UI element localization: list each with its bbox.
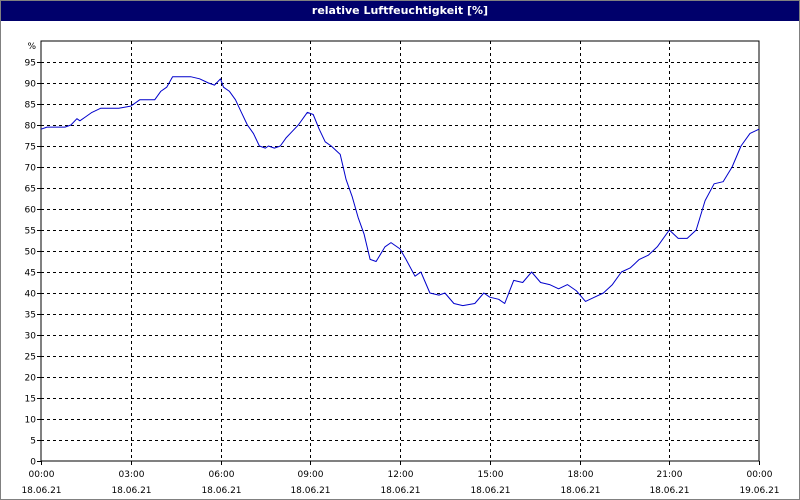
x-tick-label-time: 15:00 (478, 470, 504, 480)
x-tick-label-time: 00:00 (29, 470, 55, 480)
x-tick-label-date: 19.06.21 (739, 486, 779, 496)
grid-lines (41, 41, 759, 461)
x-tick-label-time: 18:00 (568, 470, 594, 480)
x-tick-label-date: 18.06.21 (560, 486, 600, 496)
y-tick-label: 75 (25, 143, 36, 153)
y-tick-label: 60 (25, 206, 37, 216)
x-tick-label-date: 18.06.21 (290, 486, 330, 496)
x-tick-label-time: 09:00 (298, 470, 324, 480)
x-tick-label-date: 18.06.21 (649, 486, 689, 496)
x-tick-label-time: 06:00 (209, 470, 235, 480)
y-tick-label: 45 (25, 269, 36, 279)
y-tick-label: 90 (25, 80, 37, 90)
y-tick-label: 65 (25, 185, 36, 195)
axis-labels: 0 5 10 15 20 25 30 35 40 45 50 55 60 65 70 75 80 85 90 95% 0… (21, 42, 779, 496)
x-tick-label-time: 03:00 (119, 470, 145, 480)
y-tick-label: 80 (25, 122, 37, 132)
y-tick-label: 95 (25, 59, 36, 69)
y-tick-label: 85 (25, 101, 36, 111)
x-tick-label-date: 18.06.21 (470, 486, 510, 496)
y-tick-label: 55 (25, 227, 36, 237)
x-tick-label-time: 12:00 (388, 470, 414, 480)
x-tick-label-date: 18.06.21 (201, 486, 241, 496)
chart-title: relative Luftfeuchtigkeit [%] (1, 1, 799, 21)
y-tick-label: 50 (25, 248, 37, 258)
y-tick-label: 5 (30, 437, 36, 447)
y-tick-label: 70 (25, 164, 37, 174)
axis-ticks (37, 62, 760, 465)
y-tick-label: 40 (25, 290, 37, 300)
y-tick-label: 30 (25, 332, 37, 342)
y-tick-label: 35 (25, 311, 36, 321)
x-tick-label-time: 00:00 (747, 470, 773, 480)
y-tick-label: 0 (30, 458, 36, 468)
y-axis-label: % (27, 42, 36, 52)
humidity-series-line (40, 76, 760, 307)
y-tick-label: 10 (25, 416, 37, 426)
x-tick-label-date: 18.06.21 (111, 486, 151, 496)
x-tick-label-date: 18.06.21 (380, 486, 420, 496)
y-tick-label: 15 (25, 395, 36, 405)
y-tick-label: 25 (25, 353, 36, 363)
y-tick-label: 20 (25, 374, 37, 384)
series-layer (40, 76, 760, 307)
x-tick-label-date: 18.06.21 (21, 486, 61, 496)
x-tick-label-time: 21:00 (657, 470, 683, 480)
